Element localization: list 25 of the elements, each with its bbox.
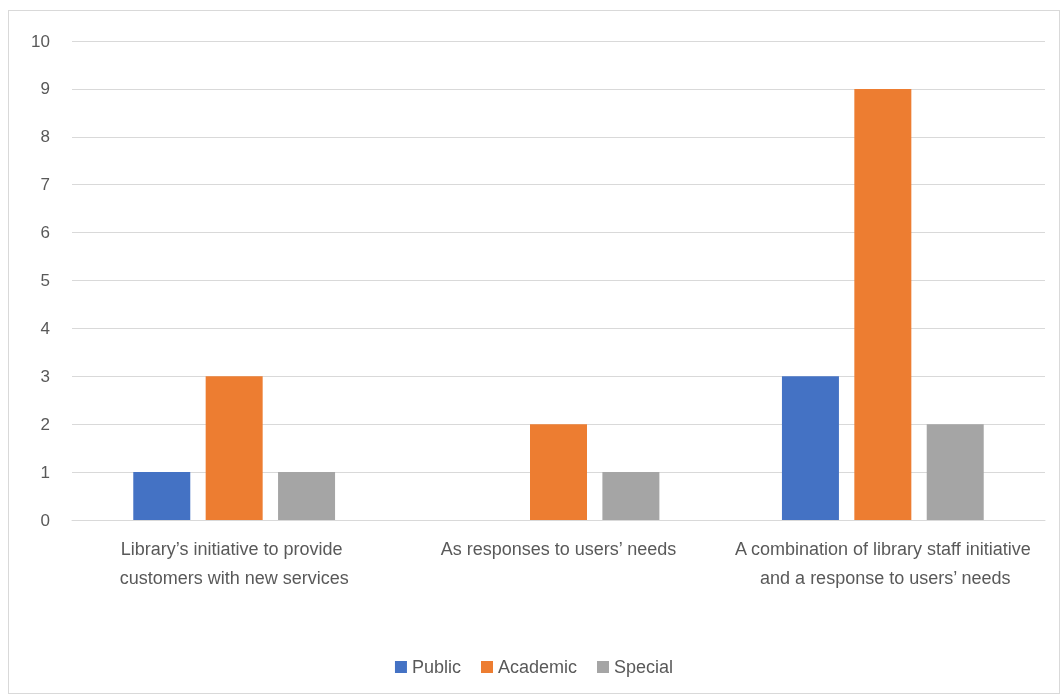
legend-label: Special [614,657,674,677]
y-tick-label: 9 [40,79,50,99]
y-tick-label: 10 [31,31,50,51]
y-tick-label: 8 [40,127,50,147]
bar [602,472,660,520]
y-tick-label: 0 [40,510,50,530]
x-tick-label: As responses to users’ needs [440,538,677,559]
y-tick-label: 4 [40,318,50,338]
x-tick-label: Library’s initiative to provide customers with new services [119,538,349,588]
bar [781,376,839,520]
legend-label: Academic [497,657,578,677]
bar [133,472,191,520]
y-tick-label: 5 [40,271,50,290]
y-tick-label: 1 [40,462,50,482]
y-tick-label: 7 [40,175,50,195]
y-tick-label: 2 [40,414,50,434]
bar [530,424,587,520]
bar [854,88,912,520]
bar [926,424,984,520]
y-tick-label: 6 [40,223,50,243]
bar [278,472,336,520]
legend-label: Public [411,657,461,677]
x-tick-label: A combination of library staff initiative and a response to users’ needs [734,538,1031,588]
y-tick-label: 3 [40,366,50,386]
bar [205,376,263,520]
